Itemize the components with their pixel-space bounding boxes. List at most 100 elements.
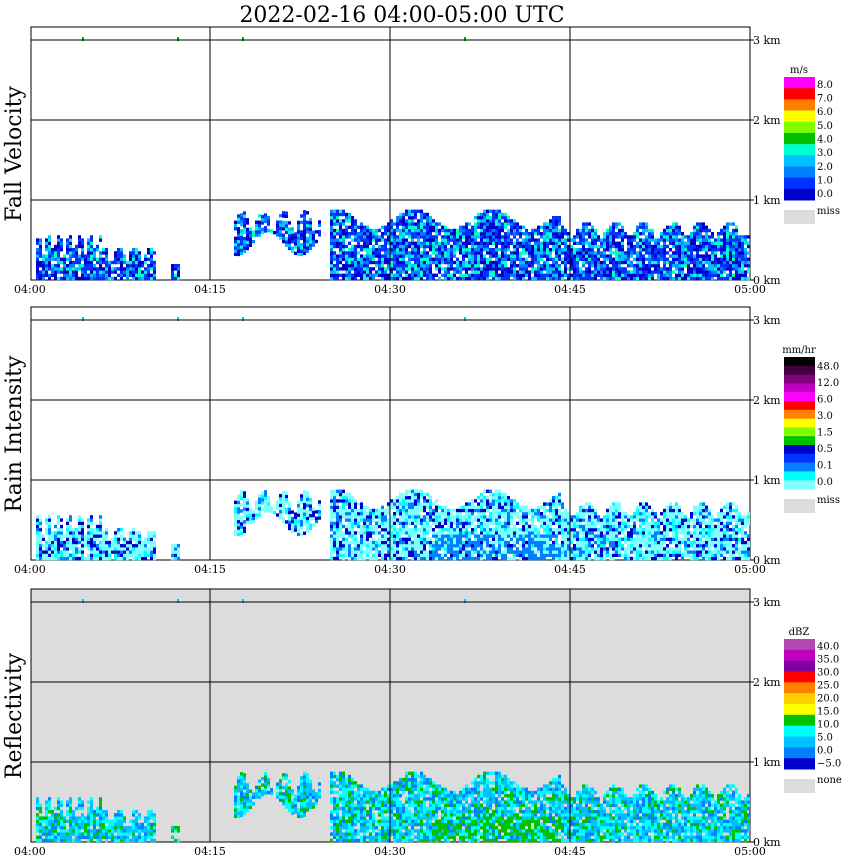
echo-pixel xyxy=(447,276,450,281)
echo-pixel xyxy=(390,502,393,506)
echo-pixel xyxy=(273,230,276,235)
echo-pixel xyxy=(492,550,495,554)
echo-pixel xyxy=(114,251,117,255)
echo-pixel xyxy=(405,209,408,213)
echo-pixel xyxy=(318,229,321,234)
echo-pixel xyxy=(414,254,417,258)
echo-pixel xyxy=(705,276,708,281)
echo-pixel xyxy=(441,225,444,229)
echo-pixel xyxy=(474,251,477,255)
echo-pixel xyxy=(555,241,558,245)
echo-pixel xyxy=(45,528,48,532)
echo-pixel xyxy=(402,212,405,217)
echo-pixel xyxy=(432,244,435,249)
echo-pixel xyxy=(246,243,249,248)
echo-pixel xyxy=(453,238,456,242)
echo-pixel xyxy=(525,524,528,529)
echo-pixel xyxy=(96,273,99,277)
echo-pixel xyxy=(615,248,618,252)
echo-pixel xyxy=(483,235,486,239)
echo-pixel xyxy=(351,257,354,261)
echo-pixel xyxy=(474,550,477,554)
echo-pixel xyxy=(285,243,288,247)
echo-pixel xyxy=(417,273,420,277)
echo-pixel xyxy=(507,547,510,551)
echo-pixel xyxy=(522,518,525,522)
echo-pixel xyxy=(465,512,468,516)
echo-pixel xyxy=(465,235,468,239)
echo-pixel xyxy=(504,270,507,274)
echo-pixel xyxy=(471,232,474,236)
echo-pixel xyxy=(552,502,555,506)
echo-pixel xyxy=(738,273,741,277)
echo-pixel xyxy=(45,540,48,545)
echo-pixel xyxy=(678,251,681,255)
echo-pixel xyxy=(528,241,531,245)
echo-pixel xyxy=(519,550,522,554)
echo-pixel xyxy=(531,260,534,265)
echo-pixel xyxy=(414,273,417,277)
echo-pixel xyxy=(60,267,63,271)
echo-pixel xyxy=(141,544,144,548)
echo-pixel xyxy=(423,254,426,258)
echo-pixel xyxy=(396,254,399,258)
echo-pixel xyxy=(486,524,489,529)
echo-pixel xyxy=(501,276,504,281)
echo-pixel xyxy=(297,223,300,228)
echo-pixel xyxy=(330,219,333,223)
echo-pixel xyxy=(411,489,414,493)
echo-pixel xyxy=(489,225,492,229)
echo-pixel xyxy=(444,244,447,249)
echo-pixel xyxy=(39,251,42,255)
echo-pixel xyxy=(372,508,375,513)
echo-pixel xyxy=(90,550,93,554)
echo-pixel xyxy=(339,212,342,217)
echo-pixel xyxy=(636,270,639,274)
echo-pixel xyxy=(132,556,135,561)
echo-pixel xyxy=(459,508,462,513)
echo-pixel xyxy=(528,235,531,239)
echo-pixel xyxy=(459,537,462,541)
echo-pixel xyxy=(486,232,489,236)
echo-pixel xyxy=(417,512,420,516)
echo-pixel xyxy=(411,264,414,268)
echo-pixel xyxy=(306,526,309,530)
echo-pixel xyxy=(564,556,567,561)
echo-pixel xyxy=(45,521,48,525)
echo-pixel xyxy=(393,273,396,277)
echo-pixel xyxy=(342,508,345,513)
echo-pixel xyxy=(39,244,42,249)
echo-pixel xyxy=(339,512,342,516)
echo-pixel xyxy=(540,521,543,525)
echo-pixel xyxy=(264,216,267,220)
echo-pixel xyxy=(516,276,519,281)
echo-pixel xyxy=(420,528,423,532)
echo-pixel xyxy=(339,550,342,554)
echo-pixel xyxy=(357,512,360,516)
echo-pixel xyxy=(384,531,387,535)
echo-pixel xyxy=(567,537,570,541)
echo-pixel xyxy=(237,516,240,521)
echo-pixel xyxy=(66,540,69,545)
echo-pixel xyxy=(693,244,696,249)
echo-pixel xyxy=(345,244,348,249)
echo-pixel xyxy=(75,550,78,554)
echo-pixel xyxy=(294,522,297,526)
echo-pixel xyxy=(405,537,408,541)
echo-pixel xyxy=(369,515,372,519)
echo-pixel xyxy=(606,528,609,532)
echo-pixel xyxy=(681,235,684,239)
echo-pixel xyxy=(51,553,54,557)
echo-pixel xyxy=(702,248,705,252)
echo-pixel xyxy=(381,270,384,274)
echo-pixel xyxy=(336,270,339,274)
echo-pixel xyxy=(618,222,621,226)
echo-pixel xyxy=(138,540,141,545)
echo-pixel xyxy=(702,241,705,245)
echo-pixel xyxy=(489,521,492,525)
echo-pixel xyxy=(747,235,750,239)
echo-pixel xyxy=(342,273,345,277)
echo-pixel xyxy=(39,547,42,551)
echo-pixel xyxy=(411,553,414,557)
echo-pixel xyxy=(690,232,693,236)
